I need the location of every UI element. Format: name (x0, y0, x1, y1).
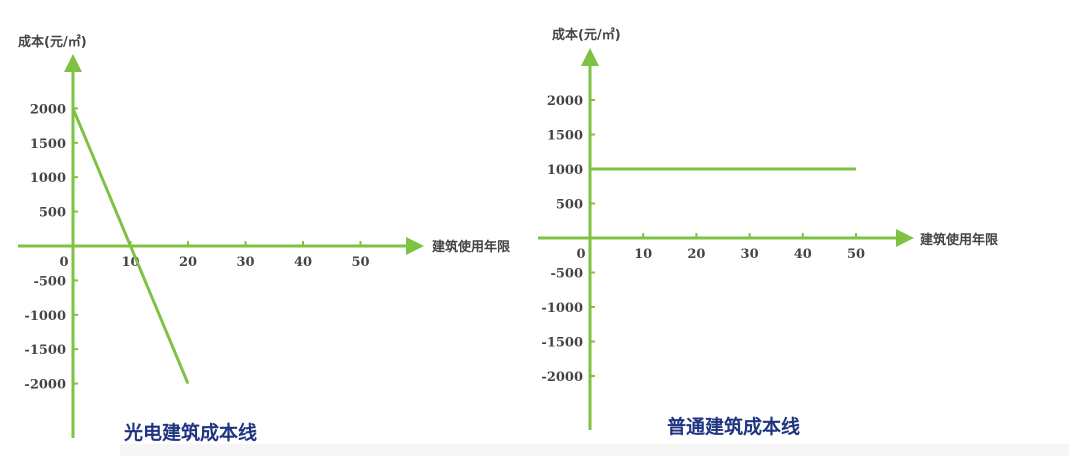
y-tick-label: 1000 (30, 171, 66, 186)
x-tick-label: 20 (687, 247, 705, 262)
x-axis-label: 建筑使用年限 (920, 232, 999, 248)
y-axis-label: 成本(元/㎡) (552, 27, 621, 43)
y-tick-label: 1500 (30, 137, 66, 152)
x-tick-label: 0 (576, 247, 585, 262)
x-tick-label: 50 (847, 247, 865, 262)
y-axis-label: 成本(元/㎡) (18, 34, 87, 50)
y-tick-label: -2000 (541, 370, 583, 385)
y-tick-label: -1000 (24, 309, 66, 324)
footer-band (120, 444, 1069, 456)
x-tick-label: 50 (351, 255, 369, 270)
x-tick-label: 10 (634, 247, 652, 262)
cost-line (71, 107, 190, 385)
y-tick-label: -1500 (24, 343, 66, 358)
x-tick-label: 40 (294, 255, 312, 270)
y-tick-label: 500 (556, 198, 583, 213)
y-tick-label: 1500 (547, 129, 583, 144)
y-tick-label: -500 (33, 274, 66, 289)
x-axis-label: 建筑使用年限 (432, 239, 511, 255)
y-tick-label: -1500 (541, 336, 583, 351)
caption-ordinary-building: 普通建筑成本线 (667, 416, 801, 438)
y-axis-arrow-icon (581, 48, 599, 66)
y-axis-arrow-icon (64, 54, 82, 72)
y-tick-label: 2000 (30, 102, 66, 117)
caption-pv-building: 光电建筑成本线 (124, 422, 258, 444)
x-axis-arrow-icon (406, 237, 424, 255)
x-tick-label: 30 (741, 247, 759, 262)
x-tick-label: 0 (59, 255, 68, 270)
x-tick-label: 20 (179, 255, 197, 270)
y-tick-label: 1000 (547, 163, 583, 178)
y-tick-label: -500 (550, 267, 583, 282)
y-tick-label: 2000 (547, 94, 583, 109)
y-tick-label: -1000 (541, 301, 583, 316)
x-tick-label: 30 (236, 255, 254, 270)
x-tick-label: 40 (794, 247, 812, 262)
y-tick-label: -2000 (24, 378, 66, 393)
y-tick-label: 500 (39, 206, 66, 221)
x-axis-arrow-icon (896, 229, 914, 247)
